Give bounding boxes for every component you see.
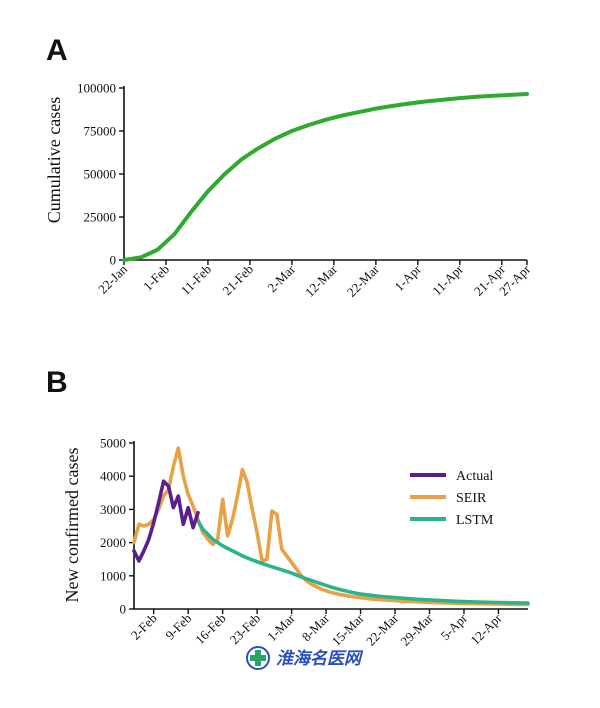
chart-b-x-tick-label: 15-Mar xyxy=(328,610,367,649)
chart-b-series-lstm-line xyxy=(196,519,530,605)
chart-b-x-tick-label: 23-Feb xyxy=(227,611,264,648)
chart-a-x-tick-label: 1-Apr xyxy=(391,261,424,294)
chart-a-y-tick-label: 0 xyxy=(110,253,117,268)
chart-b-x-tick-label: 29-Mar xyxy=(397,610,436,649)
chart-b-y-tick-label: 1000 xyxy=(100,568,126,583)
panel-label-b: B xyxy=(46,366,68,399)
panel-label-a: A xyxy=(46,34,68,67)
chart-b-x-tick-label: 22-Mar xyxy=(363,610,402,649)
chart-a-x-tick-label: 12-Mar xyxy=(302,261,341,300)
legend-lstm-label: LSTM xyxy=(456,513,494,528)
chart-b-y-tick-label: 2000 xyxy=(100,535,126,550)
chart-b-y-tick-label: 4000 xyxy=(100,469,126,484)
chart-a-series-cumulative-line xyxy=(122,92,529,262)
chart-b-x-tick-label: 16-Feb xyxy=(192,611,229,648)
medical-cross-icon xyxy=(246,646,270,670)
chart-a-ylabel: Cumulative cases xyxy=(44,97,64,223)
chart-b: New confirmed cases 0 1000 2000 3000 4000 500… xyxy=(62,436,530,649)
chart-b-ylabel: New confirmed cases xyxy=(62,448,82,603)
chart-a: Cumulative cases 0 25000 50000 75000 100000 2… xyxy=(44,81,534,300)
chart-b-x-tick-label: 8-Mar xyxy=(299,610,333,644)
chart-a-y-tick-label: 50000 xyxy=(84,167,117,182)
watermark: 淮海名医网 xyxy=(246,646,364,670)
chart-a-y-tick-label: 25000 xyxy=(84,210,117,225)
chart-a-x-tick-label: 11-Apr xyxy=(429,261,466,298)
legend-seir-label: SEIR xyxy=(456,491,487,506)
chart-a-x-tick-label: 11-Feb xyxy=(178,262,214,298)
chart-b-y-tick-label: 0 xyxy=(120,602,127,617)
chart-b-series-actual-line xyxy=(132,479,200,563)
chart-b-y-tick-label: 5000 xyxy=(100,436,126,451)
chart-a-y-tick-label: 100000 xyxy=(77,81,116,96)
chart-a-y-tick-label: 75000 xyxy=(84,124,117,139)
chart-b-x-tick-label: 9-Feb xyxy=(162,611,194,643)
chart-b-x-tick-label: 5-Apr xyxy=(438,610,471,643)
chart-b-x-tick-label: 12-Apr xyxy=(467,610,505,648)
chart-b-y-tick-label: 3000 xyxy=(100,502,126,517)
legend-actual-label: Actual xyxy=(456,469,493,484)
chart-b-x-tick-label: 1-Mar xyxy=(264,610,298,644)
chart-b-x-tick-label: 2-Feb xyxy=(128,611,160,643)
chart-a-x-tick-label: 1-Feb xyxy=(140,262,172,294)
chart-a-x-tick-label: 2-Mar xyxy=(264,261,298,295)
chart-a-x-tick-label: 22-Mar xyxy=(344,261,383,300)
watermark-text: 淮海名医网 xyxy=(276,649,364,669)
chart-a-x-tick-label: 21-Feb xyxy=(219,262,256,299)
chart-b-series-seir-line xyxy=(132,446,530,607)
